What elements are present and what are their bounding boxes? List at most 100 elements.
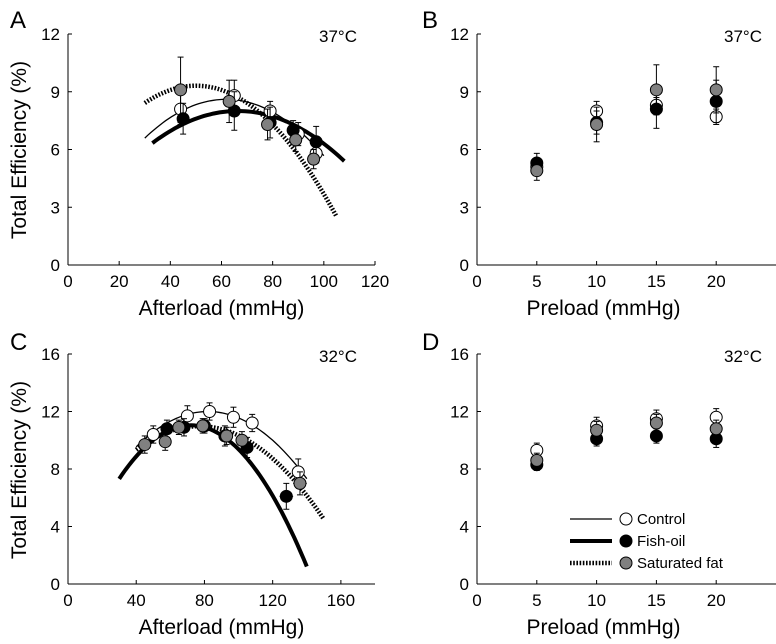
x-axis-label: Preload (mmHg) <box>526 616 680 639</box>
y-tick-label: 0 <box>51 575 60 594</box>
panel-a: 0 20 40 60 80 100 120 0 3 6 9 12 Afterload (mmHg) Tot… <box>8 7 389 320</box>
x-axis-label: Afterload (mmHg) <box>139 616 305 639</box>
x-tick-label: 120 <box>258 591 286 610</box>
temperature-label: 37°C <box>724 27 762 46</box>
x-axis-label: Preload (mmHg) <box>526 297 680 320</box>
x-tick-label: 10 <box>587 591 606 610</box>
legend-label: Control <box>637 511 685 528</box>
series-saturated-fat <box>530 64 723 181</box>
y-tick-label: 0 <box>460 256 469 275</box>
series-control <box>530 408 723 458</box>
y-tick-label: 3 <box>460 198 469 217</box>
y-tick-label: 12 <box>450 403 469 422</box>
y-axis-label: Total Efficiency (%) <box>8 381 31 559</box>
series-control <box>530 97 723 174</box>
data-point <box>235 433 249 447</box>
y-tick-label: 0 <box>51 256 60 275</box>
legend-marker <box>619 534 633 548</box>
data-point <box>172 420 186 434</box>
x-tick-label: 5 <box>532 591 541 610</box>
temperature-label: 32°C <box>724 347 762 366</box>
series-saturated-fat <box>174 56 321 170</box>
data-point <box>307 152 321 166</box>
y-tick-label: 8 <box>51 460 60 479</box>
data-point <box>530 164 544 178</box>
fit-curve-dotted <box>143 83 339 218</box>
y-tick-label: 3 <box>51 198 60 217</box>
data-point <box>709 83 723 97</box>
y-tick-label: 6 <box>460 141 469 160</box>
y-tick-label: 8 <box>460 460 469 479</box>
x-tick-label: 120 <box>361 272 389 291</box>
x-tick-label: 5 <box>532 272 541 291</box>
panel-letter: D <box>422 329 439 356</box>
legend: Control Fish-oil Saturated fat <box>570 511 724 572</box>
data-point <box>530 453 544 467</box>
data-point <box>158 435 172 449</box>
data-point <box>138 438 152 452</box>
data-point <box>590 423 604 437</box>
y-tick-label: 12 <box>41 25 60 44</box>
y-tick-label: 12 <box>450 25 469 44</box>
x-tick-label: 160 <box>327 591 355 610</box>
data-point <box>220 429 234 443</box>
panel-b: 0 5 10 15 20 0 3 6 9 12 Preload (mmHg) B 37°C <box>422 7 776 320</box>
x-tick-label: 100 <box>310 272 338 291</box>
panel-letter: C <box>10 329 27 356</box>
x-tick-label: 0 <box>472 272 481 291</box>
series-fish-oil <box>530 79 723 174</box>
data-point <box>293 476 307 490</box>
y-tick-label: 9 <box>51 83 60 102</box>
data-point <box>226 410 240 424</box>
temperature-label: 37°C <box>319 27 357 46</box>
series-saturated-fat <box>530 413 723 469</box>
data-point <box>245 416 259 430</box>
x-tick-label: 40 <box>127 591 146 610</box>
y-tick-label: 9 <box>460 83 469 102</box>
x-tick-label: 80 <box>263 272 282 291</box>
legend-marker <box>619 556 633 570</box>
y-tick-label: 16 <box>41 345 60 364</box>
data-point <box>174 83 188 97</box>
x-tick-label: 0 <box>63 591 72 610</box>
y-tick-label: 6 <box>51 141 60 160</box>
x-tick-label: 80 <box>195 591 214 610</box>
legend-label: Fish-oil <box>637 533 685 550</box>
x-tick-label: 60 <box>212 272 231 291</box>
y-tick-label: 0 <box>460 575 469 594</box>
panel-c: 0 40 80 120 160 0 4 8 12 16 Afterload (mmHg) Total … <box>8 329 375 639</box>
data-point <box>180 409 194 423</box>
data-point <box>709 422 723 436</box>
data-point <box>649 416 663 430</box>
data-point <box>590 117 604 131</box>
panel-d: 0 5 10 15 20 0 4 8 12 16 Preload (mmHg) D 32°C <box>422 329 776 639</box>
x-tick-label: 20 <box>707 272 726 291</box>
x-tick-label: 20 <box>110 272 129 291</box>
x-tick-label: 20 <box>707 591 726 610</box>
data-point <box>289 133 303 147</box>
legend-marker <box>619 512 633 526</box>
y-tick-label: 12 <box>41 403 60 422</box>
y-axis-label: Total Efficiency (%) <box>8 61 31 239</box>
data-point <box>309 135 323 149</box>
x-tick-label: 0 <box>472 591 481 610</box>
y-tick-label: 4 <box>51 518 60 537</box>
data-point <box>649 83 663 97</box>
series-control <box>174 79 323 164</box>
panel-letter: B <box>422 7 438 34</box>
data-point <box>146 428 160 441</box>
y-tick-label: 16 <box>450 345 469 364</box>
panel-letter: A <box>10 7 26 34</box>
data-point <box>279 489 293 503</box>
series-fish-oil <box>176 91 323 158</box>
series-saturated-fat <box>138 418 307 496</box>
data-point <box>196 419 210 433</box>
x-tick-label: 40 <box>161 272 180 291</box>
x-axis-label: Afterload (mmHg) <box>139 297 305 320</box>
temperature-label: 32°C <box>319 347 357 366</box>
data-point <box>222 94 236 108</box>
series-fish-oil <box>530 428 723 472</box>
x-tick-label: 15 <box>647 591 666 610</box>
data-point <box>261 117 275 131</box>
